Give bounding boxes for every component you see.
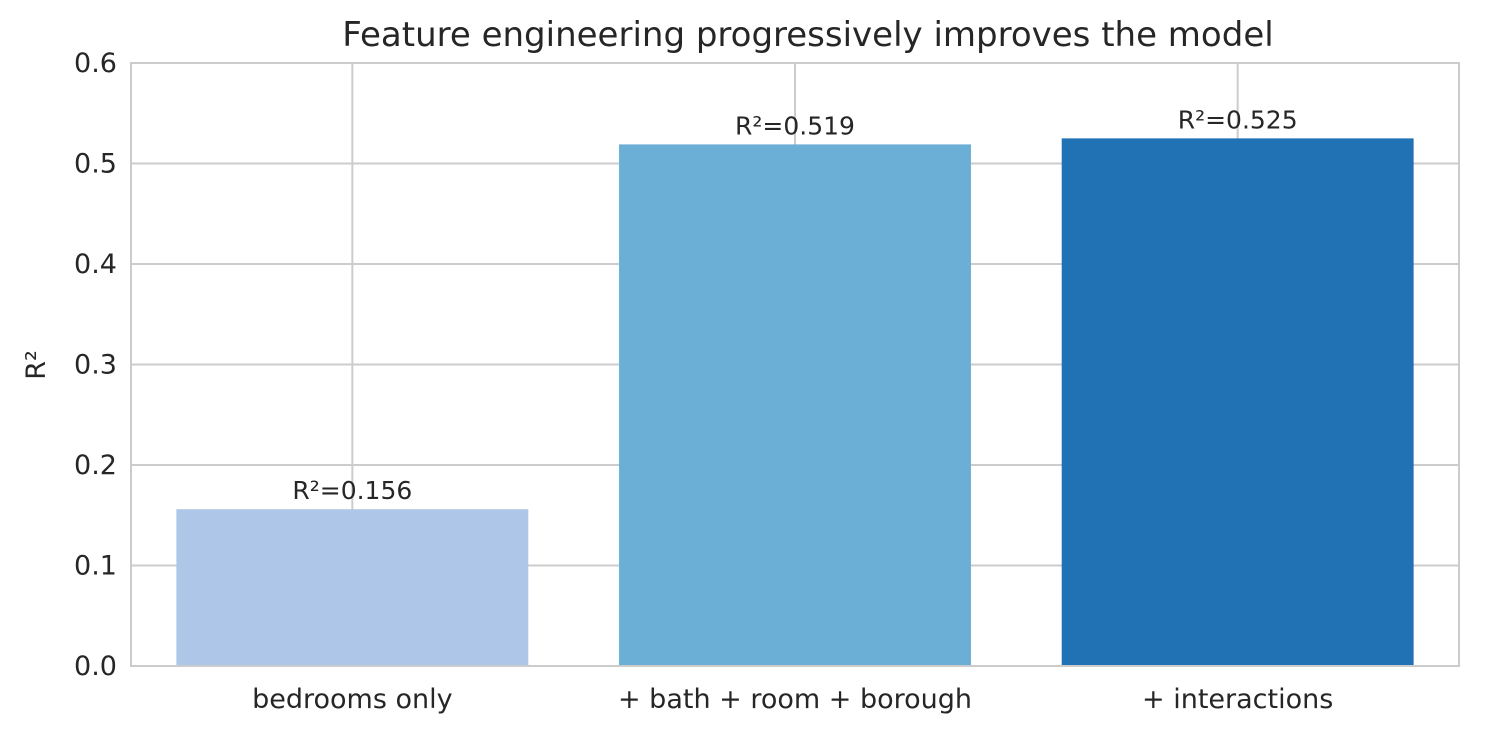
x-tick-label: + interactions (1142, 684, 1333, 715)
bar (176, 509, 529, 666)
plot-frame (130, 62, 1460, 667)
chart-title: Feature engineering progressively improv… (342, 15, 1273, 55)
data-labels: R²=0.156 R²=0.519 R²=0.525 (292, 105, 1297, 505)
y-tick-label: 0.2 (74, 450, 117, 481)
x-tick-label: bedrooms only (252, 684, 453, 715)
y-tick-label: 0.1 (74, 551, 117, 582)
y-tick-label: 0.3 (74, 350, 117, 381)
bars (176, 138, 1414, 666)
y-tick-label: 0.4 (74, 249, 117, 280)
bar-value-label: R²=0.525 (1178, 105, 1298, 134)
bar-value-label: R²=0.156 (292, 476, 412, 505)
bar (1061, 138, 1414, 666)
y-tick-label: 0.6 (74, 48, 117, 79)
y-axis-label: R² (21, 350, 52, 380)
bar (619, 144, 971, 666)
x-axis-ticks: bedrooms only + bath + room + borough + in… (252, 684, 1333, 715)
bar-value-label: R²=0.519 (735, 111, 855, 140)
y-axis-ticks: 0.0 0.1 0.2 0.3 0.4 0.5 0.6 (74, 48, 117, 682)
x-tick-label: + bath + room + borough (618, 684, 972, 715)
y-tick-label: 0.0 (74, 651, 117, 682)
y-tick-label: 0.5 (74, 149, 117, 180)
